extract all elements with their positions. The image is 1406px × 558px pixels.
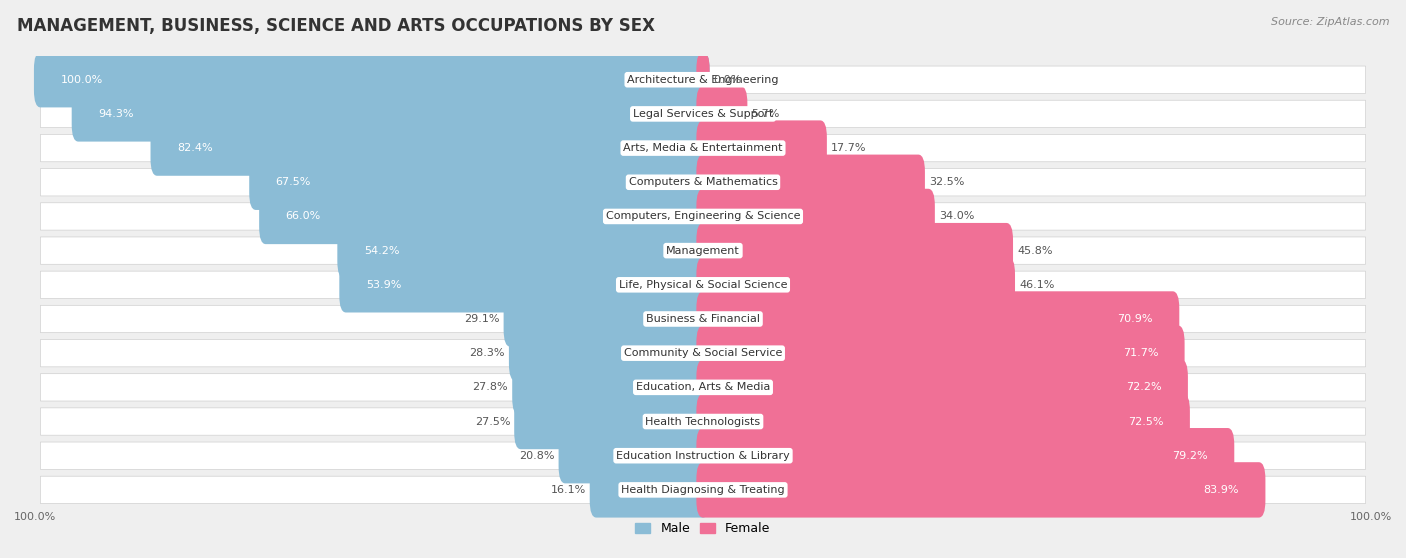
FancyBboxPatch shape <box>696 155 925 210</box>
FancyBboxPatch shape <box>558 428 710 483</box>
Text: Architecture & Engineering: Architecture & Engineering <box>627 75 779 85</box>
Text: 82.4%: 82.4% <box>177 143 212 153</box>
Text: Life, Physical & Social Science: Life, Physical & Social Science <box>619 280 787 290</box>
FancyBboxPatch shape <box>150 121 710 176</box>
Text: 17.7%: 17.7% <box>831 143 866 153</box>
Text: 100.0%: 100.0% <box>1350 512 1392 522</box>
FancyBboxPatch shape <box>259 189 710 244</box>
FancyBboxPatch shape <box>41 374 1365 401</box>
Text: MANAGEMENT, BUSINESS, SCIENCE AND ARTS OCCUPATIONS BY SEX: MANAGEMENT, BUSINESS, SCIENCE AND ARTS O… <box>17 17 655 35</box>
FancyBboxPatch shape <box>41 271 1365 299</box>
Text: 100.0%: 100.0% <box>14 512 56 522</box>
FancyBboxPatch shape <box>696 462 1265 518</box>
Text: 71.7%: 71.7% <box>1122 348 1159 358</box>
Text: Business & Financial: Business & Financial <box>645 314 761 324</box>
Legend: Male, Female: Male, Female <box>630 517 776 541</box>
Text: 100.0%: 100.0% <box>60 75 103 85</box>
FancyBboxPatch shape <box>41 476 1365 503</box>
FancyBboxPatch shape <box>696 325 1185 381</box>
FancyBboxPatch shape <box>696 428 1234 483</box>
Text: Source: ZipAtlas.com: Source: ZipAtlas.com <box>1271 17 1389 27</box>
FancyBboxPatch shape <box>41 408 1365 435</box>
Text: Management: Management <box>666 246 740 256</box>
Text: Computers, Engineering & Science: Computers, Engineering & Science <box>606 211 800 222</box>
FancyBboxPatch shape <box>34 52 710 107</box>
FancyBboxPatch shape <box>589 462 710 518</box>
Text: Arts, Media & Entertainment: Arts, Media & Entertainment <box>623 143 783 153</box>
Text: 16.1%: 16.1% <box>551 485 586 495</box>
Text: 32.5%: 32.5% <box>929 177 965 187</box>
Text: 34.0%: 34.0% <box>939 211 974 222</box>
Text: 70.9%: 70.9% <box>1118 314 1153 324</box>
FancyBboxPatch shape <box>515 394 710 449</box>
FancyBboxPatch shape <box>41 203 1365 230</box>
FancyBboxPatch shape <box>72 86 710 142</box>
Text: 20.8%: 20.8% <box>519 451 554 461</box>
FancyBboxPatch shape <box>696 257 1015 312</box>
FancyBboxPatch shape <box>696 121 827 176</box>
Text: 66.0%: 66.0% <box>285 211 321 222</box>
Text: 27.8%: 27.8% <box>472 382 508 392</box>
FancyBboxPatch shape <box>696 52 710 107</box>
Text: 46.1%: 46.1% <box>1019 280 1054 290</box>
FancyBboxPatch shape <box>337 223 710 278</box>
FancyBboxPatch shape <box>41 339 1365 367</box>
FancyBboxPatch shape <box>696 189 935 244</box>
FancyBboxPatch shape <box>41 100 1365 128</box>
Text: Computers & Mathematics: Computers & Mathematics <box>628 177 778 187</box>
FancyBboxPatch shape <box>41 305 1365 333</box>
Text: Legal Services & Support: Legal Services & Support <box>633 109 773 119</box>
FancyBboxPatch shape <box>512 360 710 415</box>
FancyBboxPatch shape <box>41 237 1365 264</box>
Text: 54.2%: 54.2% <box>364 246 399 256</box>
Text: Community & Social Service: Community & Social Service <box>624 348 782 358</box>
FancyBboxPatch shape <box>696 86 748 142</box>
Text: 79.2%: 79.2% <box>1173 451 1208 461</box>
FancyBboxPatch shape <box>41 169 1365 196</box>
Text: Health Diagnosing & Treating: Health Diagnosing & Treating <box>621 485 785 495</box>
Text: 45.8%: 45.8% <box>1017 246 1053 256</box>
Text: 5.7%: 5.7% <box>751 109 780 119</box>
Text: 72.2%: 72.2% <box>1126 382 1161 392</box>
FancyBboxPatch shape <box>249 155 710 210</box>
FancyBboxPatch shape <box>696 291 1180 347</box>
FancyBboxPatch shape <box>339 257 710 312</box>
Text: 29.1%: 29.1% <box>464 314 499 324</box>
Text: 27.5%: 27.5% <box>475 416 510 426</box>
FancyBboxPatch shape <box>41 442 1365 469</box>
Text: 72.5%: 72.5% <box>1128 416 1163 426</box>
Text: Health Technologists: Health Technologists <box>645 416 761 426</box>
Text: 67.5%: 67.5% <box>276 177 311 187</box>
Text: 28.3%: 28.3% <box>470 348 505 358</box>
Text: 53.9%: 53.9% <box>366 280 401 290</box>
FancyBboxPatch shape <box>696 360 1188 415</box>
Text: 83.9%: 83.9% <box>1204 485 1239 495</box>
Text: Education Instruction & Library: Education Instruction & Library <box>616 451 790 461</box>
FancyBboxPatch shape <box>696 394 1189 449</box>
FancyBboxPatch shape <box>503 291 710 347</box>
FancyBboxPatch shape <box>509 325 710 381</box>
FancyBboxPatch shape <box>41 134 1365 162</box>
FancyBboxPatch shape <box>41 66 1365 93</box>
Text: Education, Arts & Media: Education, Arts & Media <box>636 382 770 392</box>
Text: 0.0%: 0.0% <box>714 75 742 85</box>
FancyBboxPatch shape <box>696 223 1014 278</box>
Text: 94.3%: 94.3% <box>98 109 134 119</box>
